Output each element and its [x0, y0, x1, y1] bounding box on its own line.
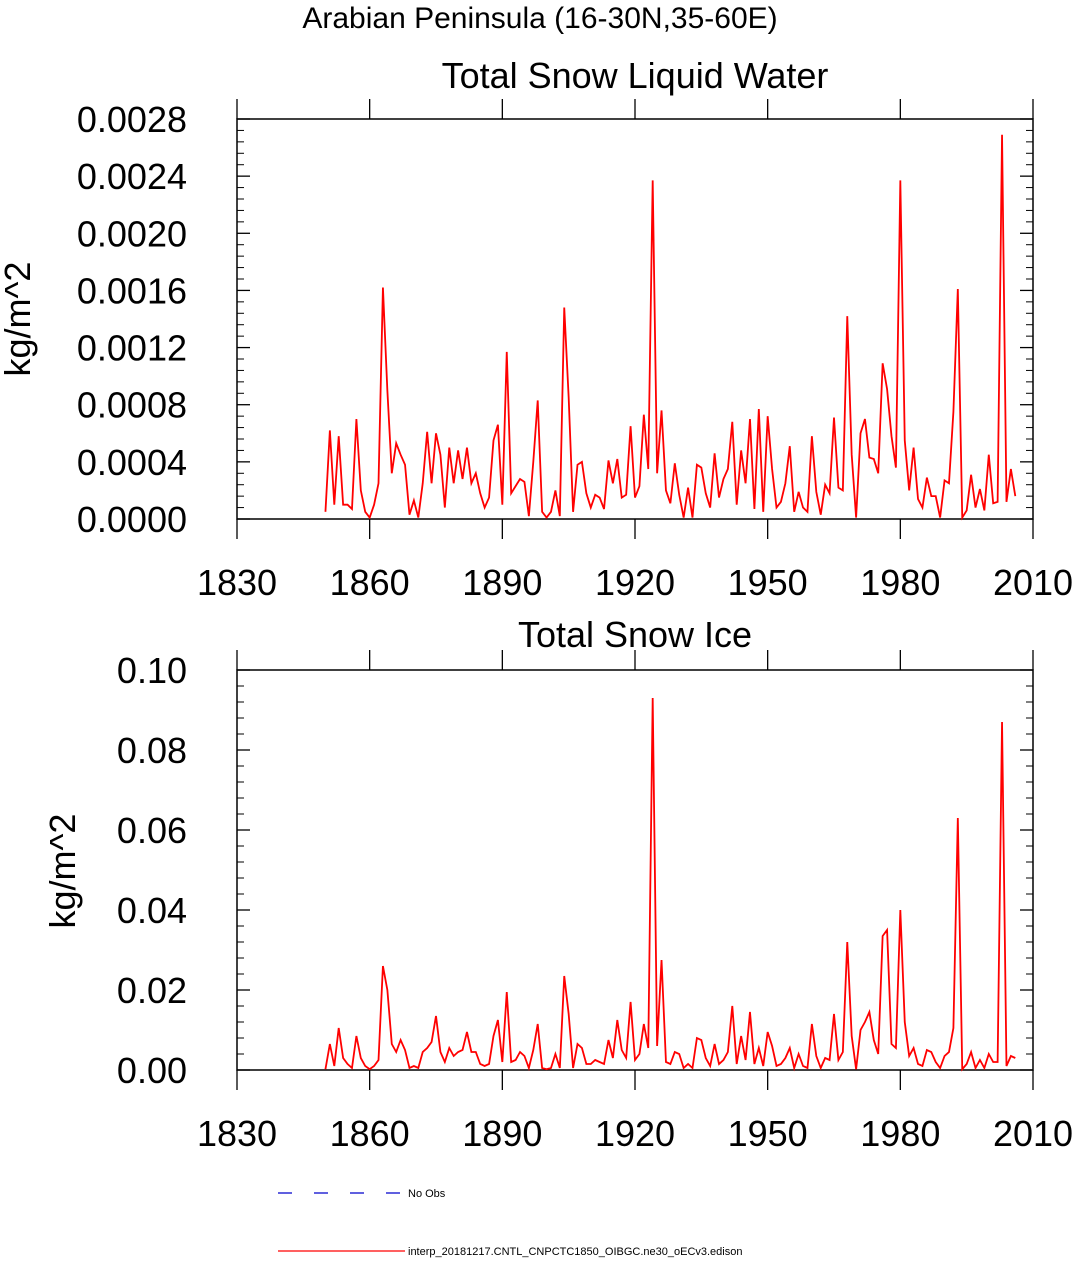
legend-label-model: interp_20181217.CNTL_CNPCTC1850_OIBGC.ne… [408, 1246, 742, 1258]
y-tick-label-snow-ice: 0.08 [117, 730, 187, 771]
axes-snow-ice: 0.00 0.02 0.04 0.06 0.08 0.10 1830 1860 1890 1920… [117, 650, 1073, 1154]
x-tick-label-liquid-water: 1920 [595, 562, 675, 603]
y-axis-label-liquid-water: kg/m^2 [0, 262, 38, 377]
y-tick-label-liquid-water: 0.0020 [77, 213, 187, 254]
y-tick-label-snow-ice: 0.02 [117, 970, 187, 1011]
legend: No Obs interp_20181217.CNTL_CNPCTC1850_O… [278, 1188, 742, 1258]
y-tick-label-snow-ice: 0.10 [117, 650, 187, 691]
y-tick-label-liquid-water: 0.0004 [77, 442, 187, 483]
y-tick-label-liquid-water: 0.0008 [77, 385, 187, 426]
y-tick-label-liquid-water: 0.0016 [77, 270, 187, 311]
panel-total-snow-liquid-water: Total Snow Liquid Water kg/m^2 0.00000.0… [0, 55, 1073, 603]
chart-title-liquid-water: Total Snow Liquid Water [442, 55, 829, 96]
legend-label-no-obs: No Obs [408, 1188, 446, 1200]
data-liquid-water [324, 134, 1017, 521]
x-tick-label-snow-ice: 1950 [728, 1113, 808, 1154]
series-line-snow-ice [324, 697, 1016, 1072]
axes-liquid-water: 0.0000 0.0004 0.0008 0.0012 0.0016 0.0020 0.00… [77, 99, 1073, 603]
x-tick-label-liquid-water: 1980 [860, 562, 940, 603]
x-tick-label-snow-ice: 1890 [462, 1113, 542, 1154]
x-tick-label-liquid-water: 2010 [993, 562, 1073, 603]
x-tick-label-liquid-water: 1830 [197, 562, 277, 603]
y-tick-label-snow-ice: 0.06 [117, 810, 187, 851]
chart-title-snow-ice: Total Snow Ice [518, 614, 752, 655]
x-tick-label-snow-ice: 1860 [330, 1113, 410, 1154]
x-tick-label-liquid-water: 1950 [728, 562, 808, 603]
y-tick-label-liquid-water: 0.0000 [77, 499, 187, 540]
plot-frame-liquid-water [236, 118, 1034, 520]
y-tick-label-liquid-water: 0.0024 [77, 156, 187, 197]
figure-main-title: Arabian Peninsula (16-30N,35-60E) [302, 2, 777, 35]
x-tick-label-snow-ice: 1830 [197, 1113, 277, 1154]
y-tick-label-liquid-water: 0.0012 [77, 328, 187, 369]
x-tick-label-liquid-water: 1860 [330, 562, 410, 603]
plot-frame-snow-ice [236, 669, 1034, 1071]
x-tick-label-snow-ice: 1980 [860, 1113, 940, 1154]
x-tick-label-liquid-water: 1890 [462, 562, 542, 603]
panel-total-snow-ice: Total Snow Ice kg/m^2 0.000.020.040.060.… [42, 614, 1073, 1154]
y-axis-label-snow-ice: kg/m^2 [42, 814, 83, 929]
y-tick-label-snow-ice: 0.00 [117, 1050, 187, 1091]
x-tick-label-snow-ice: 2010 [993, 1113, 1073, 1154]
y-tick-label-liquid-water: 0.0028 [77, 99, 187, 140]
x-tick-label-snow-ice: 1920 [595, 1113, 675, 1154]
series-line-liquid-water [324, 134, 1017, 521]
y-tick-label-snow-ice: 0.04 [117, 890, 187, 931]
data-snow-ice [324, 697, 1016, 1072]
